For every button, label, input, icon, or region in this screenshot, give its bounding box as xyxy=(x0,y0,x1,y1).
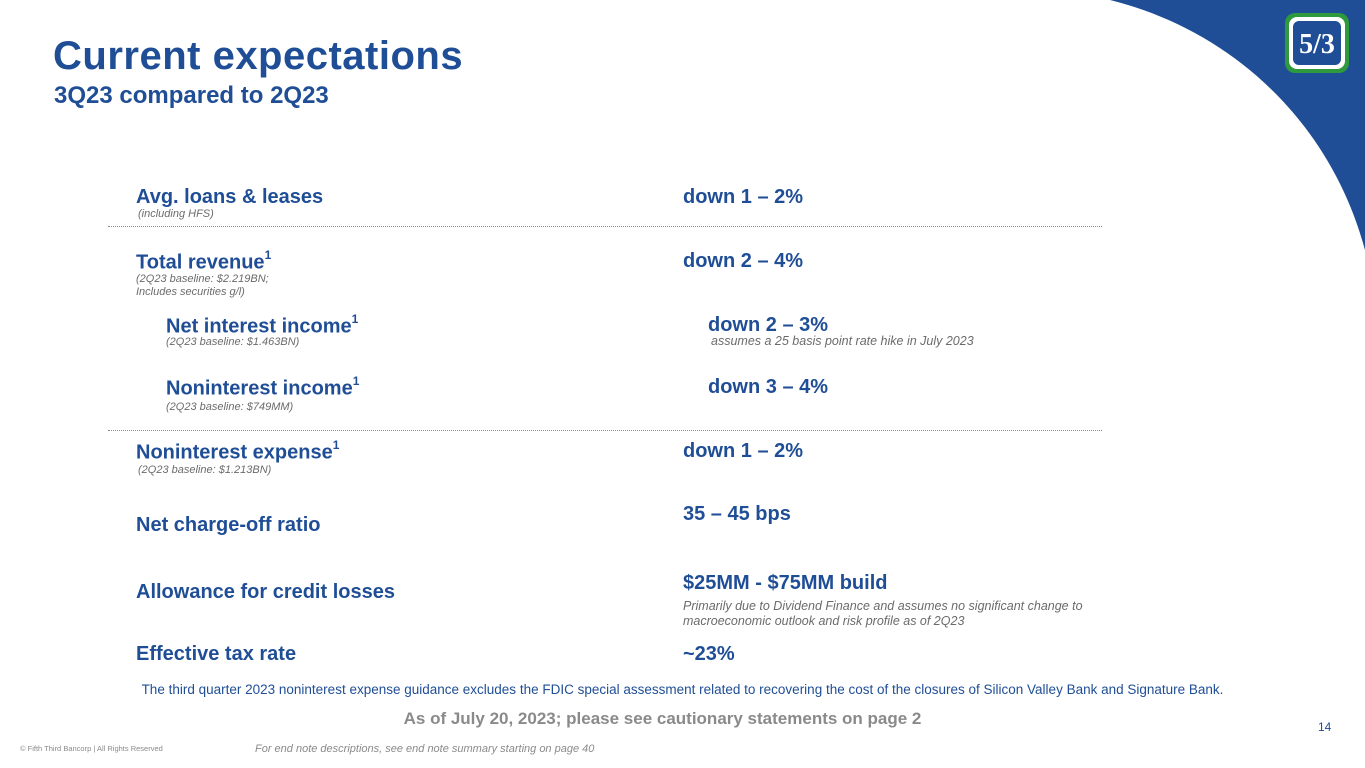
nonint-income-value: down 3 – 4% xyxy=(708,376,829,398)
as-of-statement: As of July 20, 2023; please see cautiona… xyxy=(403,709,922,728)
nco-value: 35 – 45 bps xyxy=(683,503,791,525)
revenue-value: down 2 – 4% xyxy=(683,250,804,272)
loans-value: down 1 – 2% xyxy=(683,186,804,208)
loans-note: (including HFS) xyxy=(138,208,214,220)
nii-value-note: assumes a 25 basis point rate hike in Ju… xyxy=(711,334,974,348)
allowance-value: $25MM - $75MM build xyxy=(683,572,888,594)
nii-value: down 2 – 3% xyxy=(708,314,829,336)
end-note-reference: For end note descriptions, see end note … xyxy=(255,743,595,755)
nonint-income-label: Noninterest income1 xyxy=(166,374,360,400)
page-subtitle: 3Q23 compared to 2Q23 xyxy=(54,82,329,109)
tax-value: ~23% xyxy=(683,643,735,665)
fifth-third-logo: 5/3 xyxy=(1285,13,1349,73)
guidance-footnote: The third quarter 2023 noninterest expen… xyxy=(141,682,1224,697)
copyright: © Fifth Third Bancorp | All Rights Reser… xyxy=(20,744,163,753)
nonint-expense-value: down 1 – 2% xyxy=(683,440,804,462)
nonint-expense-note: (2Q23 baseline: $1.213BN) xyxy=(138,464,272,476)
allowance-value-note: Primarily due to Dividend Finance and as… xyxy=(683,599,1083,628)
nii-note: (2Q23 baseline: $1.463BN) xyxy=(166,336,300,348)
revenue-note-line2: Includes securities g/l) xyxy=(136,286,245,298)
page-number: 14 xyxy=(1318,720,1332,734)
divider-2 xyxy=(108,430,1102,431)
loans-label: Avg. loans & leases xyxy=(136,186,324,208)
nco-label: Net charge-off ratio xyxy=(136,514,321,536)
divider-1 xyxy=(108,226,1102,227)
allowance-label: Allowance for credit losses xyxy=(136,581,395,603)
nonint-expense-label: Noninterest expense1 xyxy=(136,438,340,464)
page-title: Current expectations xyxy=(53,34,464,78)
tax-label: Effective tax rate xyxy=(136,643,297,665)
revenue-label: Total revenue1 xyxy=(136,248,272,274)
nonint-income-note: (2Q23 baseline: $749MM) xyxy=(166,401,294,413)
svg-text:5/3: 5/3 xyxy=(1299,29,1335,60)
revenue-note-line1: (2Q23 baseline: $2.219BN; xyxy=(136,273,269,285)
nii-label: Net interest income1 xyxy=(166,312,359,338)
